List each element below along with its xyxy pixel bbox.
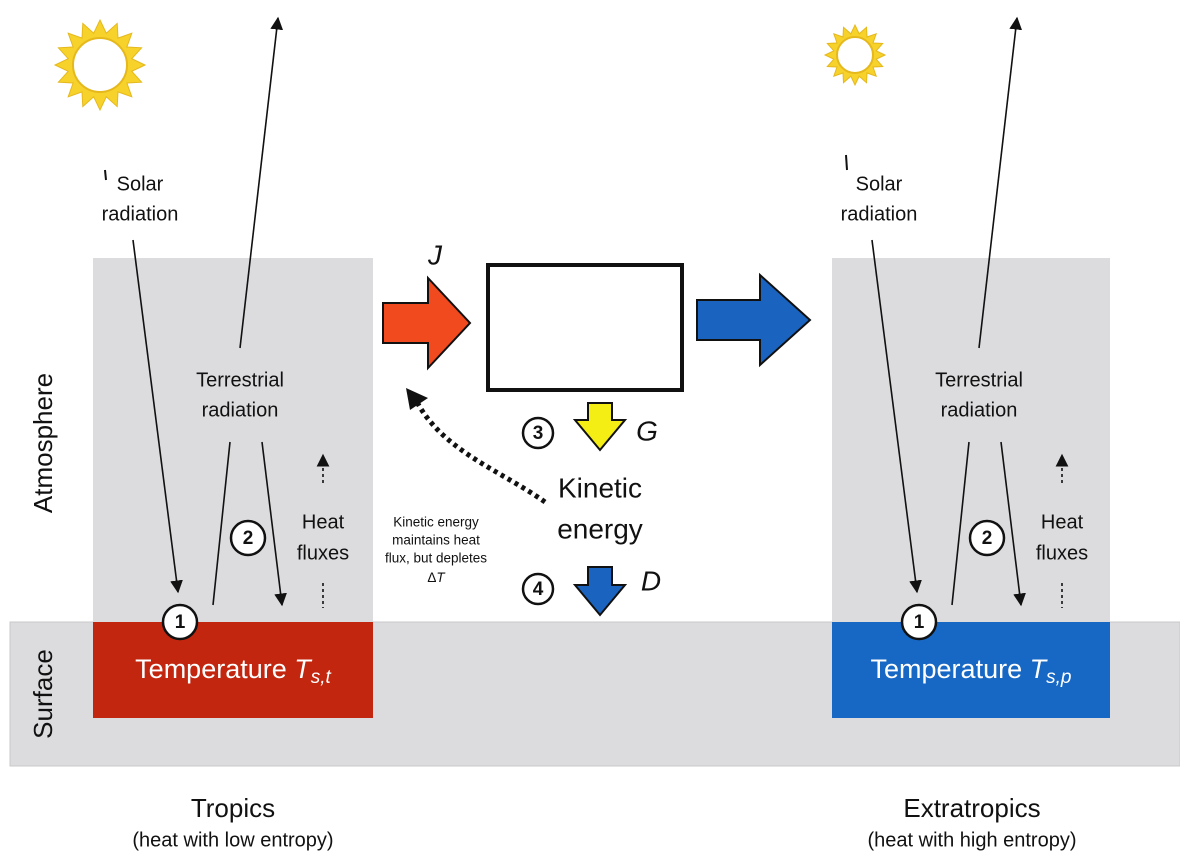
layer-label: Surface: [28, 649, 58, 739]
region-name: Extratropics: [903, 793, 1040, 823]
temperature-symbol: T: [294, 654, 313, 684]
temperature-label: Temperature Ts,t: [135, 654, 331, 688]
temperature-text: Temperature: [135, 654, 287, 684]
input-arrow: [382, 275, 472, 371]
engine-group: [382, 263, 812, 617]
solar-label: radiation: [841, 203, 918, 225]
dissipation-arrow: [572, 566, 628, 617]
sun-tick: [845, 154, 848, 171]
temperature-subscript: s,p: [1046, 667, 1071, 688]
temperature-subscript: s,t: [311, 667, 332, 688]
temperature-symbol: T: [1030, 654, 1049, 684]
terrestrial-label: Terrestrial: [196, 369, 284, 391]
feedback-head: [406, 388, 428, 410]
arrow: [871, 239, 922, 594]
arrow: [1000, 441, 1026, 607]
marker-circle: [521, 416, 555, 450]
region-note: (heat with high entropy): [867, 829, 1076, 851]
marker-number: 1: [914, 612, 925, 633]
solar-label: radiation: [102, 203, 179, 225]
atmosphere-column: [93, 258, 373, 622]
terrestrial-line: [212, 441, 231, 606]
fluxes-label: fluxes: [1036, 542, 1088, 564]
delta: Δ: [427, 570, 436, 585]
arrow: [132, 239, 183, 594]
solar-label: Solar: [856, 173, 903, 195]
marker-circle: [968, 519, 1006, 557]
marker-number: 2: [982, 528, 993, 549]
sun-core: [72, 37, 128, 93]
marker-number: 4: [533, 579, 544, 600]
terrestrial-label: radiation: [941, 399, 1018, 421]
marker-number: 2: [243, 528, 254, 549]
temperature-label: Temperature Ts,p: [871, 654, 1072, 688]
marker-number: 3: [533, 423, 544, 444]
fluxes-label: Heat: [302, 511, 345, 533]
solar-label: Solar: [117, 173, 164, 195]
marker-circle: [161, 603, 199, 641]
terrestrial-label: radiation: [202, 399, 279, 421]
arrow: [261, 441, 287, 607]
arrow: [978, 16, 1023, 349]
fluxes-label: fluxes: [297, 542, 349, 564]
engine-box: [486, 263, 684, 392]
sun-core: [836, 36, 874, 74]
work-symbol: G: [636, 415, 658, 446]
sun-tick: [104, 169, 107, 181]
feedback-text: flux, but depletes: [385, 551, 487, 566]
fluxes-label: Heat: [1041, 511, 1084, 533]
kinetic-label: energy: [557, 513, 643, 544]
delta-symbol: T: [436, 570, 446, 585]
dissipation-symbol: D: [641, 565, 661, 596]
surface-temperature: [832, 622, 1110, 718]
feedback-arrow: [412, 396, 547, 505]
temperature-text: Temperature: [871, 654, 1023, 684]
feedback-delta: ΔT: [427, 570, 446, 585]
marker-circle: [900, 603, 938, 641]
feedback-text: maintains heat: [392, 533, 480, 548]
marker-number: 1: [175, 612, 186, 633]
kinetic-label: Kinetic: [558, 472, 642, 503]
layer-label: Atmosphere: [28, 373, 58, 513]
arrow: [239, 16, 284, 349]
work-arrow: [572, 402, 628, 452]
feedback-text: Kinetic energy: [393, 515, 479, 530]
region-name: Tropics: [191, 793, 275, 823]
terrestrial-label: Terrestrial: [935, 369, 1023, 391]
marker-circle: [521, 572, 555, 606]
surface-temperature: [93, 622, 373, 718]
terrestrial-line: [951, 441, 970, 606]
atmosphere-column: [832, 258, 1110, 622]
marker-circle: [229, 519, 267, 557]
input-symbol: J: [427, 239, 443, 270]
output-arrow: [696, 272, 812, 368]
region-note: (heat with low entropy): [132, 829, 333, 851]
